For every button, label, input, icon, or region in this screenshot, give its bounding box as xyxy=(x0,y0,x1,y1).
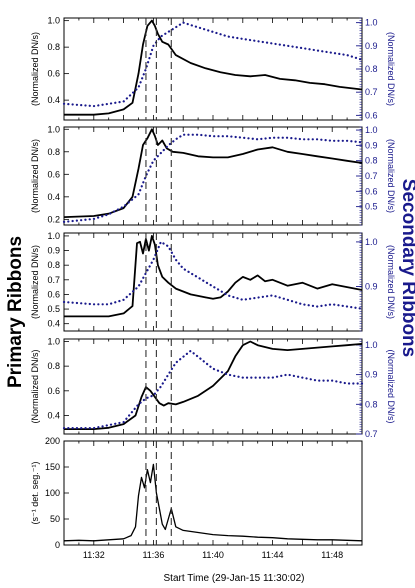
primary-ribbon-series xyxy=(63,128,363,218)
x-tick-label: 11:44 xyxy=(262,550,284,560)
y2-tick-label: 0.7 xyxy=(365,429,378,439)
y2-tick-label: 1.0 xyxy=(365,237,378,247)
y-tick-label: 1.0 xyxy=(47,124,60,134)
y-tick-label: 0.7 xyxy=(47,275,60,285)
y-tick-label: 0.2 xyxy=(47,214,60,224)
primary-ribbon-series xyxy=(64,19,363,116)
y-tick-label: 0 xyxy=(55,540,60,550)
y-axis-label: (Normalized DN/s) xyxy=(30,139,40,213)
y-tick-label: 1.0 xyxy=(47,336,60,346)
y-tick-label: 0.6 xyxy=(47,69,60,79)
y-tick-label: 0.8 xyxy=(47,260,60,270)
x-axis-label: Start Time (29-Jan-15 11:30:02) xyxy=(164,573,305,584)
primary-ribbon-series xyxy=(64,340,363,431)
y2-tick-label: 0.8 xyxy=(365,64,378,74)
y-tick-label: 100 xyxy=(45,488,60,498)
y-axis-label: (Normalized DN/s) xyxy=(30,32,40,106)
count-rate-series xyxy=(63,463,363,542)
y-tick-label: 50 xyxy=(50,514,60,524)
panel-frame xyxy=(63,440,363,546)
y2-tick-label: 0.8 xyxy=(365,156,378,166)
y-axis-label: (Normalized DN/s) xyxy=(30,349,40,423)
y-tick-label: 0.8 xyxy=(47,42,60,52)
y2-tick-label: 0.9 xyxy=(365,140,378,150)
y2-tick-label: 1.0 xyxy=(365,125,378,135)
flare-markers xyxy=(145,18,172,545)
y-tick-label: 150 xyxy=(45,462,60,472)
x-tick-label: 11:36 xyxy=(142,550,164,560)
panel-3: 0.4 0.5 0.6 0.7 0.8 0.9 1.0 (Normalized DN/s) 0.… xyxy=(30,231,396,332)
y-tick-label: 0.6 xyxy=(47,289,60,299)
secondary-ribbons-label: Secondary Ribbons xyxy=(398,179,415,357)
y2-tick-label: 0.6 xyxy=(365,186,378,196)
panel-frame xyxy=(63,126,363,226)
secondary-ribbon-series xyxy=(62,240,364,310)
panel-1: 0.4 0.6 0.8 1.0 (Normalized DN/s) 0.6 0.7 0.8 0.… xyxy=(30,16,396,121)
y-tick-label: 0.6 xyxy=(47,386,60,396)
y2-tick-label: 0.9 xyxy=(365,370,378,380)
y2-tick-label: 0.5 xyxy=(365,202,378,212)
y-tick-label: 200 xyxy=(45,436,60,446)
y2-tick-label: 0.6 xyxy=(365,110,378,120)
y2-tick-label: 0.8 xyxy=(365,399,378,409)
y2-tick-label: 0.7 xyxy=(365,171,378,181)
y2-tick-label: 1.0 xyxy=(365,340,378,350)
y-tick-label: 0.8 xyxy=(47,361,60,371)
y-tick-label: 0.4 xyxy=(47,95,60,105)
panels: 0.40.60.81.0(Normalized DN/s)0.60.70.80.… xyxy=(30,16,396,550)
y-tick-label: 0.8 xyxy=(47,147,60,157)
x-tick-label: 11:32 xyxy=(83,550,105,560)
y-tick-label: 1.0 xyxy=(47,16,60,26)
y-axis-label: (s⁻¹ det. seg.⁻¹) xyxy=(30,461,40,524)
y-axis-label: (Normalized DN/s) xyxy=(30,245,40,319)
y-tick-label: 0.5 xyxy=(47,304,60,314)
panel-2: 0.2 0.4 0.6 0.8 1.0 (Normalized DN/s) 0.5 0.6 0.… xyxy=(30,124,396,226)
y2-tick-label: 1.0 xyxy=(365,18,378,28)
y-tick-label: 0.4 xyxy=(47,192,60,202)
primary-ribbon-series xyxy=(64,234,363,318)
y2-tick-label: 0.9 xyxy=(365,41,378,51)
y2-tick-label: 0.9 xyxy=(365,281,378,291)
y-tick-label: 0.6 xyxy=(47,169,60,179)
panel-5: 0 50 100 150 200 (s⁻¹ det. seg.⁻¹) xyxy=(30,436,363,550)
y-tick-label: 0.4 xyxy=(47,410,60,420)
y-tick-label: 0.4 xyxy=(47,319,60,329)
y2-axis-label: (Normalized DN/s) xyxy=(386,349,396,423)
secondary-ribbon-series xyxy=(62,21,364,108)
x-tick-label: 11:40 xyxy=(202,550,224,560)
y-tick-label: 1.0 xyxy=(47,231,60,241)
y-tick-label: 0.9 xyxy=(47,246,60,256)
y2-tick-label: 0.7 xyxy=(365,87,378,97)
y2-axis-label: (Normalized DN/s) xyxy=(386,32,396,106)
secondary-ribbon-series xyxy=(62,349,364,430)
secondary-ribbon-series xyxy=(62,133,364,223)
primary-ribbons-label: Primary Ribbons xyxy=(5,236,26,388)
x-tick-labels: 11:32 11:36 11:40 11:44 11:48 xyxy=(83,550,343,560)
y2-axis-label: (Normalized DN/s) xyxy=(386,245,396,319)
y2-axis-label: (Normalized DN/s) xyxy=(386,139,396,213)
x-tick-label: 11:48 xyxy=(321,550,343,560)
panel-4: 0.4 0.6 0.8 1.0 (Normalized DN/s) 0.7 0.8 0.9 1.… xyxy=(30,336,396,439)
panel-frame xyxy=(63,17,363,121)
